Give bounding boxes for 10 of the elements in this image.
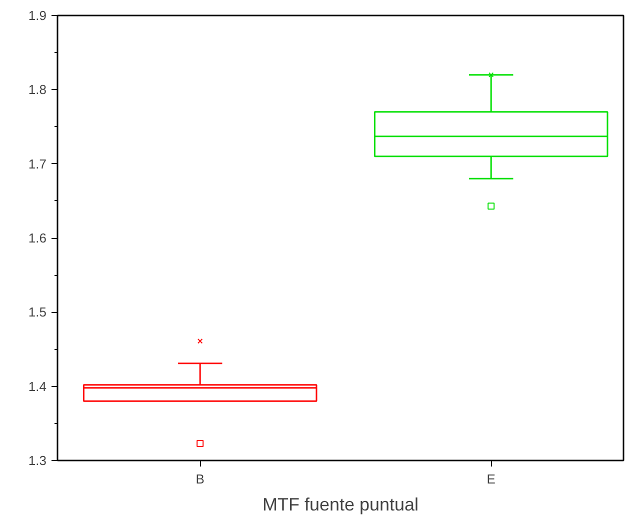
y-tick-label: 1.7 [28,156,47,172]
y-tick-label: 1.4 [28,378,47,394]
y-tick-label: 1.6 [28,230,47,246]
x-axis-title: MTF fuente puntual [262,494,419,514]
y-tick-label: 1.3 [28,453,47,468]
x-tick-label: B [196,472,204,486]
y-tick-label: 1.5 [28,304,47,320]
y-tick-label: 1.9 [28,8,47,23]
x-tick-label: E [486,472,496,486]
y-tick-label: 1.8 [28,82,47,98]
